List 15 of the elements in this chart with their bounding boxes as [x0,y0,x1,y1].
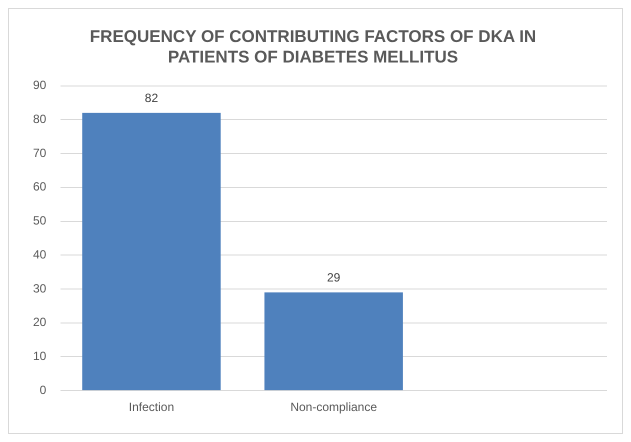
data-label: 29 [326,270,341,285]
chart-title: FREQUENCY OF CONTRIBUTING FACTORS OF DKA IN PATIENTS OF DIABETES MELLITUS [90,26,536,66]
y-tick-label: 40 [32,247,47,262]
y-tick-label: 30 [32,281,47,296]
y-tick-label: 0 [40,382,47,397]
y-tick-label: 90 [32,78,47,92]
y-tick-label: 60 [32,180,47,194]
y-tick-label: 10 [32,349,47,364]
y-tick-label: 80 [32,112,47,126]
y-tick-label: 70 [32,146,47,160]
y-tick-label: 20 [32,315,47,330]
data-label: 82 [144,91,158,106]
x-tick-label: Non-compliance [290,400,378,414]
x-tick-label: Infection [128,400,174,414]
y-tick-label: 50 [32,214,47,228]
